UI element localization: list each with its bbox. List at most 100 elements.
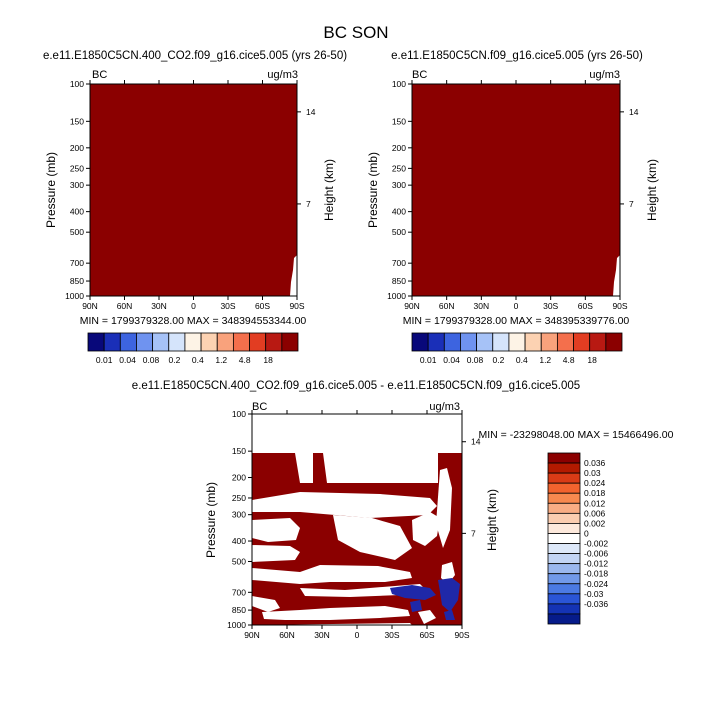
panel-3-ylabel: Pressure (mb) xyxy=(204,482,218,558)
colorbar-label: 1.2 xyxy=(215,355,227,365)
colorbar-swatch xyxy=(232,332,250,352)
colorbar-swatch xyxy=(556,332,574,352)
x-tick-label: 60N xyxy=(117,301,133,311)
panel-3-white-gaps xyxy=(252,468,455,625)
colorbar-swatch xyxy=(547,492,581,504)
colorbar-swatch xyxy=(547,603,581,615)
colorbar-swatch xyxy=(119,332,137,352)
panel-3-title: e.e11.E1850C5CN.400_CO2.f09_g16.cice5.00… xyxy=(132,380,580,392)
y2-tick-label: 14 xyxy=(471,437,481,447)
colorbar-swatch xyxy=(547,472,581,484)
y2-tick-label: 7 xyxy=(629,199,634,209)
colorbar-swatch xyxy=(411,332,429,352)
colorbar-swatch xyxy=(184,332,202,352)
y-tick-label: 400 xyxy=(70,207,84,217)
panel-1-field xyxy=(90,84,297,296)
colorbar-label: 1.2 xyxy=(539,355,551,365)
colorbar-swatch xyxy=(249,332,267,352)
y2-tick-label: 14 xyxy=(306,107,316,117)
colorbar-swatch xyxy=(87,332,105,352)
x-tick-label: 60N xyxy=(279,630,295,640)
colorbar-swatch xyxy=(524,332,542,352)
x-tick-label: 30N xyxy=(474,301,490,311)
panel-3-negative-patches xyxy=(390,578,460,620)
colorbar-swatch xyxy=(547,462,581,474)
colorbar-swatch xyxy=(508,332,526,352)
colorbar-swatch xyxy=(281,332,299,352)
colorbar-swatch xyxy=(200,332,218,352)
panel-1-colorbar: 0.01 0.04 0.08 0.2 0.4 1.2 4.8 18 xyxy=(87,332,299,365)
colorbar-label: 0.04 xyxy=(119,355,136,365)
colorbar-swatch xyxy=(547,502,581,514)
panel-1-title: e.e11.E1850C5CN.400_CO2.f09_g16.cice5.00… xyxy=(43,50,347,62)
colorbar-label: 0.04 xyxy=(443,355,460,365)
colorbar-label: -0.036 xyxy=(584,599,608,609)
y-tick-label: 300 xyxy=(392,180,406,190)
colorbar-label: 0.08 xyxy=(143,355,160,365)
panel-3: e.e11.E1850C5CN.400_CO2.f09_g16.cice5.00… xyxy=(132,380,674,640)
y2-tick-label: 14 xyxy=(629,107,639,117)
colorbar-swatch xyxy=(547,482,581,494)
colorbar-swatch xyxy=(492,332,510,352)
y-tick-label: 200 xyxy=(232,473,246,483)
colorbar-swatch xyxy=(443,332,461,352)
y-tick-label: 100 xyxy=(392,79,406,89)
figure-title: BC SON xyxy=(323,23,388,42)
colorbar-swatch xyxy=(547,523,581,534)
panel-3-x-axis: 90N 60N 30N 0 30S 60S 90S xyxy=(244,410,470,640)
colorbar-label: 0.4 xyxy=(516,355,528,365)
panel-3-colorbar: 0.0360.030.0240.0180.0120.0060.0020-0.00… xyxy=(547,452,608,625)
colorbar-swatch xyxy=(547,543,581,554)
x-tick-label: 90N xyxy=(82,301,98,311)
y-tick-label: 400 xyxy=(392,207,406,217)
colorbar-label: -0.002 xyxy=(584,539,608,549)
colorbar-swatch xyxy=(540,332,558,352)
colorbar-label: 0.012 xyxy=(584,498,606,508)
y-tick-label: 500 xyxy=(70,227,84,237)
x-tick-label: 30S xyxy=(543,301,558,311)
colorbar-swatch xyxy=(460,332,478,352)
x-tick-label: 0 xyxy=(514,301,519,311)
x-tick-label: 90S xyxy=(612,301,627,311)
panel-2-stats: MIN = 1799379328.00 MAX = 348395339776.0… xyxy=(403,315,630,327)
y-tick-label: 400 xyxy=(232,536,246,546)
colorbar-label: 4.8 xyxy=(563,355,575,365)
y-tick-label: 700 xyxy=(392,258,406,268)
panel-2-missing-region xyxy=(613,255,620,296)
panel-2-left-label: BC xyxy=(412,69,427,81)
colorbar-swatch xyxy=(265,332,283,352)
x-tick-label: 0 xyxy=(355,630,360,640)
colorbar-label: 18 xyxy=(263,355,273,365)
panel-3-left-label: BC xyxy=(252,401,267,413)
y-tick-label: 150 xyxy=(232,446,246,456)
panel-1-left-label: BC xyxy=(92,69,107,81)
colorbar-swatch xyxy=(547,583,581,595)
x-tick-label: 90S xyxy=(454,630,469,640)
x-tick-label: 90N xyxy=(404,301,420,311)
colorbar-swatch xyxy=(573,332,591,352)
panel-2-ylabel: Pressure (mb) xyxy=(366,152,380,228)
x-tick-label: 30S xyxy=(384,630,399,640)
panel-1-y2label: Height (km) xyxy=(322,159,336,221)
y-tick-label: 100 xyxy=(232,409,246,419)
colorbar-label: 0.024 xyxy=(584,478,606,488)
colorbar-swatch xyxy=(547,533,581,544)
colorbar-swatch xyxy=(168,332,186,352)
colorbar-label: 0.036 xyxy=(584,458,606,468)
colorbar-swatch xyxy=(547,613,581,625)
panel-2-y-axis: 100 150 200 250 300 400 500 700 850 1000 14 7 xyxy=(387,79,639,301)
y-tick-label: 850 xyxy=(70,276,84,286)
x-tick-label: 60N xyxy=(439,301,455,311)
colorbar-label: 0.08 xyxy=(467,355,484,365)
colorbar-label: -0.018 xyxy=(584,569,608,579)
colorbar-label: 0.006 xyxy=(584,508,606,518)
x-tick-label: 60S xyxy=(578,301,593,311)
x-tick-label: 90N xyxy=(244,630,260,640)
panel-3-y-axis: 100 150 200 250 300 400 500 700 850 1000 14 7 xyxy=(227,409,481,630)
panel-2: e.e11.E1850C5CN.f09_g16.cice5.005 (yrs 2… xyxy=(366,50,659,365)
y-tick-label: 500 xyxy=(232,556,246,566)
panel-1-missing-region xyxy=(290,255,297,296)
colorbar-swatch xyxy=(605,332,623,352)
x-tick-label: 30N xyxy=(314,630,330,640)
